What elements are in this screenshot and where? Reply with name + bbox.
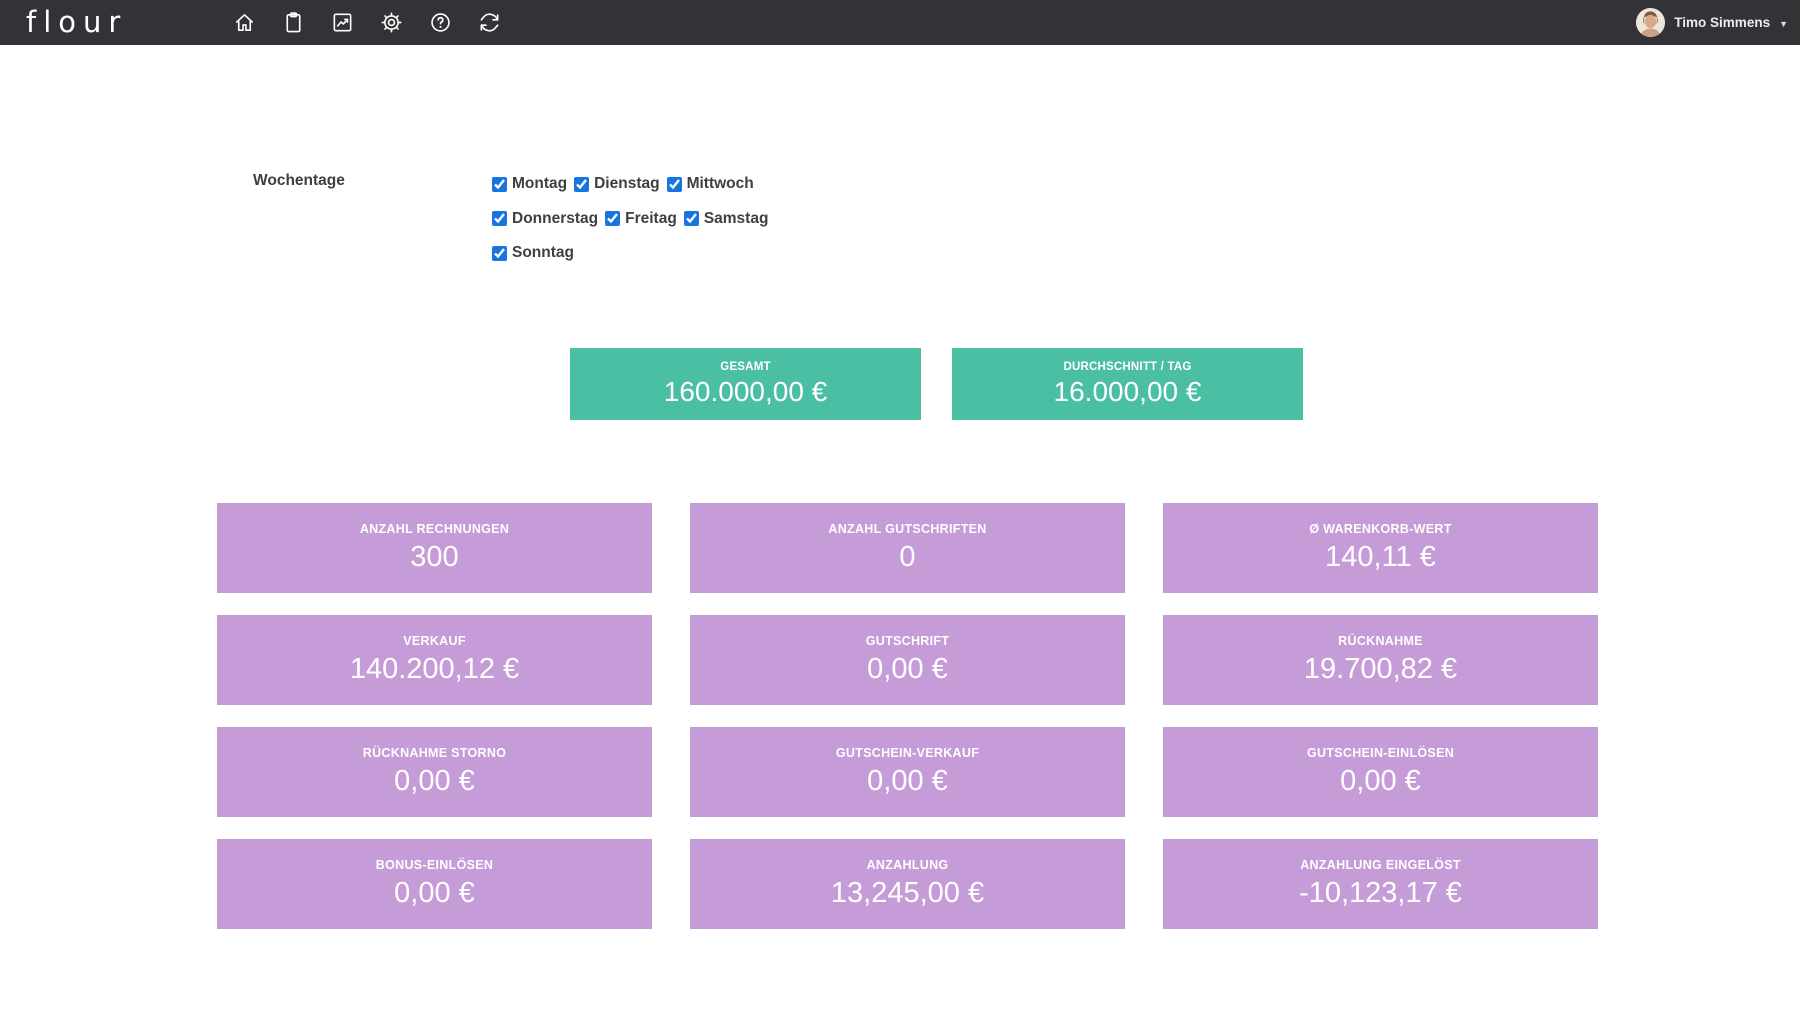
- clipboard-icon: [282, 11, 305, 34]
- chart-icon: [331, 11, 354, 34]
- help-icon: [429, 11, 452, 34]
- metric-card-label: ANZAHLUNG: [866, 858, 949, 872]
- donnerstag-checkbox[interactable]: [492, 211, 507, 227]
- metric-card-value: 140.200,12 €: [349, 653, 520, 685]
- weekday-checkbox-montag[interactable]: Montag: [492, 175, 567, 193]
- metric-card-anzahl-gutschriften: ANZAHL GUTSCHRIFTEN 0: [690, 503, 1125, 593]
- metric-card-bonus-einloesen: BONUS-EINLÖSEN 0,00 €: [217, 839, 652, 929]
- metric-card-value: 19.700,82 €: [1303, 653, 1458, 685]
- weekday-filter: Montag Dienstag Mittwoch Donnerstag Frei…: [492, 167, 775, 271]
- metric-card-value: 13,245,00 €: [830, 877, 985, 909]
- user-menu[interactable]: Timo Simmens ▼: [1636, 0, 1788, 45]
- metric-card-anzahlung: ANZAHLUNG 13,245,00 €: [690, 839, 1125, 929]
- nav-statistics-button[interactable]: [331, 11, 354, 34]
- samstag-checkbox[interactable]: [683, 211, 699, 227]
- metric-card-label: Ø WARENKORB-WERT: [1309, 522, 1452, 536]
- nav-refresh-button[interactable]: [478, 11, 501, 34]
- weekday-checkbox-sonntag[interactable]: Sonntag: [492, 244, 574, 262]
- weekday-row: Donnerstag Freitag Samstag: [492, 202, 775, 237]
- settings-icon: [380, 11, 403, 34]
- metric-grid: ANZAHL RECHNUNGEN 300 ANZAHL GUTSCHRIFTE…: [217, 503, 1598, 929]
- metric-card-label: RÜCKNAHME: [1338, 634, 1423, 648]
- mittwoch-checkbox[interactable]: [666, 176, 682, 192]
- weekday-checkbox-freitag[interactable]: Freitag: [605, 210, 677, 228]
- nav-home-button[interactable]: [233, 11, 256, 34]
- metric-card-value: 0: [899, 541, 916, 573]
- nav-reports-button[interactable]: [282, 11, 305, 34]
- metric-card-label: GUTSCHEIN-VERKAUF: [835, 746, 980, 760]
- refresh-icon: [478, 11, 501, 34]
- metric-card-value: 0,00 €: [1340, 765, 1421, 797]
- montag-checkbox[interactable]: [492, 176, 507, 192]
- user-name: Timo Simmens: [1674, 15, 1771, 30]
- metric-card-value: 300: [410, 541, 459, 573]
- chevron-down-icon: ▼: [1779, 18, 1788, 29]
- summary-card-label: DURCHSCHNITT / TAG: [1063, 360, 1192, 373]
- avatar: [1636, 8, 1666, 37]
- weekday-row: Montag Dienstag Mittwoch: [492, 167, 775, 202]
- app-logo[interactable]: flour: [26, 5, 128, 39]
- summary-card-gesamt: GESAMT 160.000,00 €: [570, 348, 921, 420]
- metric-card-anzahl-rechnungen: ANZAHL RECHNUNGEN 300: [217, 503, 652, 593]
- metric-card-label: GUTSCHRIFT: [865, 634, 950, 648]
- summary-cards: GESAMT 160.000,00 € DURCHSCHNITT / TAG 1…: [570, 348, 1303, 420]
- weekday-checkbox-donnerstag[interactable]: Donnerstag: [492, 210, 598, 228]
- weekday-label: Donnerstag: [512, 209, 599, 227]
- weekday-label: Samstag: [703, 209, 769, 227]
- metric-card-gutschein-einloesen: GUTSCHEIN-EINLÖSEN 0,00 €: [1163, 727, 1598, 817]
- metric-card-ruecknahme-storno: RÜCKNAHME STORNO 0,00 €: [217, 727, 652, 817]
- metric-card-ruecknahme: RÜCKNAHME 19.700,82 €: [1163, 615, 1598, 705]
- weekday-checkbox-mittwoch[interactable]: Mittwoch: [666, 175, 754, 193]
- summary-card-value: 16.000,00 €: [1053, 375, 1202, 407]
- metric-card-value: 0,00 €: [867, 765, 948, 797]
- weekday-row: Sonntag: [492, 236, 775, 271]
- nav-help-button[interactable]: [429, 11, 452, 34]
- metric-card-value: -10,123,17 €: [1299, 877, 1462, 909]
- sonntag-checkbox[interactable]: [492, 245, 507, 261]
- weekday-checkbox-samstag[interactable]: Samstag: [683, 209, 769, 228]
- summary-card-label: GESAMT: [720, 360, 771, 373]
- metric-card-value: 0,00 €: [394, 765, 475, 797]
- weekday-label: Mittwoch: [686, 175, 754, 193]
- metric-card-value: 0,00 €: [867, 653, 948, 685]
- weekday-checkbox-dienstag[interactable]: Dienstag: [574, 175, 660, 193]
- metric-card-verkauf: VERKAUF 140.200,12 €: [217, 615, 652, 705]
- main-nav: [233, 0, 501, 45]
- metric-card-label: RÜCKNAHME STORNO: [362, 746, 507, 760]
- freitag-checkbox[interactable]: [605, 211, 621, 227]
- metric-card-label: BONUS-EINLÖSEN: [375, 858, 494, 872]
- metric-card-gutschrift: GUTSCHRIFT 0,00 €: [690, 615, 1125, 705]
- metric-card-label: ANZAHL RECHNUNGEN: [359, 522, 510, 536]
- summary-card-durchschnitt: DURCHSCHNITT / TAG 16.000,00 €: [952, 348, 1303, 420]
- dienstag-checkbox[interactable]: [574, 176, 590, 192]
- metric-card-value: 140,11 €: [1325, 541, 1436, 573]
- home-icon: [233, 11, 256, 34]
- metric-card-anzahlung-eingeloest: ANZAHLUNG EINGELÖST -10,123,17 €: [1163, 839, 1598, 929]
- metric-card-value: 0,00 €: [394, 877, 475, 909]
- metric-card-label: ANZAHLUNG EINGELÖST: [1300, 858, 1461, 872]
- weekday-label: Sonntag: [512, 244, 574, 262]
- nav-settings-button[interactable]: [380, 11, 403, 34]
- summary-card-value: 160.000,00 €: [663, 375, 828, 407]
- weekday-filter-label: Wochentage: [253, 172, 345, 189]
- weekday-label: Montag: [512, 175, 568, 193]
- weekday-label: Dienstag: [594, 175, 660, 193]
- metric-card-gutschein-verkauf: GUTSCHEIN-VERKAUF 0,00 €: [690, 727, 1125, 817]
- metric-card-label: VERKAUF: [403, 634, 466, 648]
- weekday-label: Freitag: [625, 209, 677, 227]
- top-navigation-bar: flour: [0, 0, 1800, 45]
- metric-card-label: GUTSCHEIN-EINLÖSEN: [1306, 746, 1455, 760]
- metric-card-label: ANZAHL GUTSCHRIFTEN: [828, 522, 987, 536]
- metric-card-warenkorb-wert: Ø WARENKORB-WERT 140,11 €: [1163, 503, 1598, 593]
